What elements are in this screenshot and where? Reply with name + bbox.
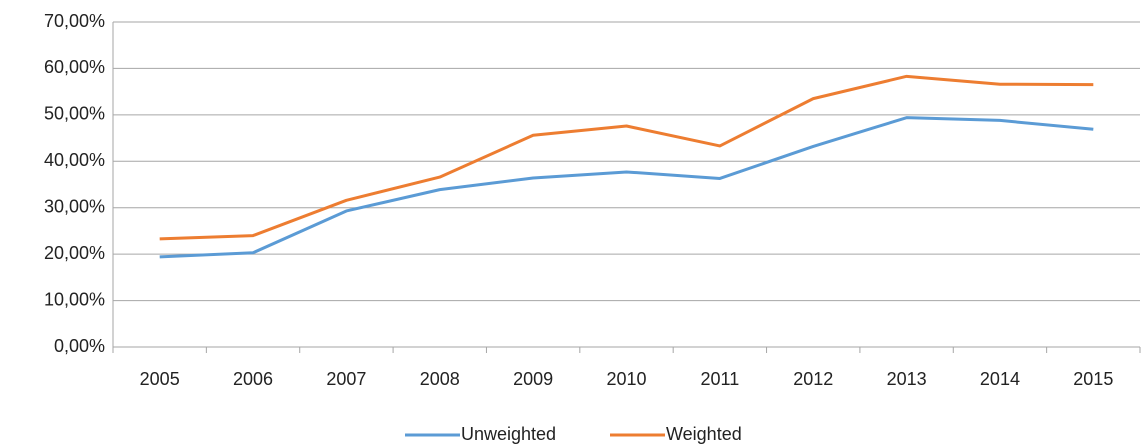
legend-label: Unweighted xyxy=(461,424,556,444)
x-tick-label: 2007 xyxy=(326,369,366,389)
x-tick-label: 2011 xyxy=(701,369,740,389)
x-tick-label: 2013 xyxy=(887,369,927,389)
y-tick-label: 50,00% xyxy=(44,104,105,124)
x-tick-label: 2015 xyxy=(1073,369,1113,389)
y-tick-label: 20,00% xyxy=(44,243,105,263)
y-tick-label: 40,00% xyxy=(44,150,105,170)
x-tick-label: 2010 xyxy=(606,369,646,389)
y-tick-label: 30,00% xyxy=(44,196,105,216)
x-tick-label: 2009 xyxy=(513,369,553,389)
x-tick-label: 2012 xyxy=(793,369,833,389)
y-tick-label: 70,00% xyxy=(44,11,105,31)
legend-label: Weighted xyxy=(666,424,742,444)
y-tick-label: 0,00% xyxy=(54,336,105,356)
x-tick-label: 2006 xyxy=(233,369,273,389)
y-tick-label: 10,00% xyxy=(44,289,105,309)
x-tick-label: 2008 xyxy=(420,369,460,389)
y-tick-label: 60,00% xyxy=(44,57,105,77)
series-line xyxy=(159,116,1094,259)
x-tick-label: 2005 xyxy=(140,369,180,389)
series-line xyxy=(159,74,1094,241)
x-tick-label: 2014 xyxy=(980,369,1020,389)
